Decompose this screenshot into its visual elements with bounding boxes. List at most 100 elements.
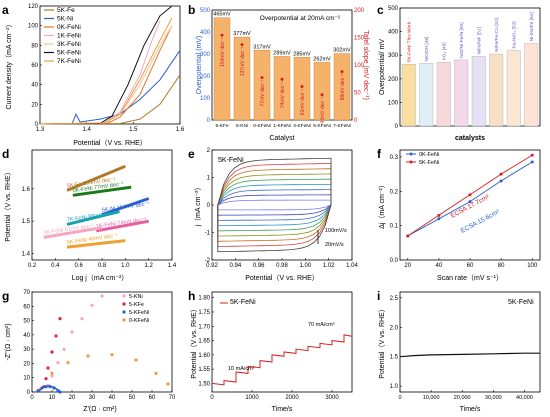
cv-loop — [217, 194, 332, 216]
bar-category-label: Fe₂NiO₄ [53] — [512, 21, 518, 48]
y-tick-label: 30 — [23, 347, 30, 353]
x-tick-label: 60 — [149, 395, 156, 401]
y-tick-label: 120 — [28, 4, 39, 10]
bar — [436, 62, 451, 127]
y-tick-label: 200 — [388, 77, 399, 83]
x-tick-label: 20 — [404, 263, 411, 269]
y-tick-label: 1.55 — [198, 367, 210, 373]
bar-category-label: NiFe/NF [51] — [477, 27, 483, 54]
bar-data-label: 262mV — [313, 56, 331, 62]
tafel-point — [240, 43, 244, 47]
data-point — [50, 374, 54, 378]
tafel-data-label: 154mV dec⁻¹ — [220, 37, 226, 67]
annotation: 10 mA/cm² — [228, 366, 255, 372]
y-tick-label: 1.65 — [198, 339, 210, 345]
bar-data-label: 317mV — [253, 44, 271, 50]
y-tick-label: 40 — [23, 333, 30, 339]
plot-area-h: 0 1000 2000 3000 1.50 1.55 1.60 1.65 1.70 1.75 1.8… — [198, 296, 353, 401]
x-tick-label: 3-KFeNi — [293, 123, 311, 129]
panel-letter: f — [377, 147, 382, 161]
tafel-point — [280, 77, 284, 81]
y-tick-label: 20 — [23, 361, 30, 367]
y-axis-label: j（mA cm⁻²） — [194, 184, 202, 228]
data-point — [110, 353, 114, 357]
tafel-data-label: 137mV dec⁻¹ — [240, 46, 246, 76]
bar — [213, 17, 231, 121]
plot-frame — [31, 291, 173, 393]
x-tick-label: 40 — [109, 395, 116, 401]
plot-frame — [399, 291, 541, 393]
bar — [419, 63, 434, 127]
y-tick-label: 80 — [31, 43, 38, 49]
x-tick-label: 60 — [467, 263, 474, 269]
tafel-data-label: 74mV dec⁻¹ — [280, 81, 286, 108]
x-axis-label: Time/s — [460, 406, 481, 413]
x-tick-label: 40 — [436, 263, 443, 269]
panel-f: f 20 40 60 80 1000.00.10.20.3 0K-FeNi5K-FeNiE… — [377, 147, 541, 282]
legend-label: 0K-FeNi — [419, 152, 439, 158]
fit-line — [43, 226, 103, 239]
tafel-point — [340, 70, 344, 74]
y-tick-label: 300 — [388, 53, 399, 59]
tafel-point — [300, 84, 304, 88]
x-tick-label: 1.4 — [168, 263, 177, 269]
chart-title: Overpotential at 20mA cm⁻² — [260, 15, 341, 22]
y-axis-label: Potential（V vs. RHE） — [378, 305, 386, 379]
bar — [489, 53, 504, 127]
legend-label: 5-KNi — [129, 294, 143, 300]
y-tick-label: 0 — [395, 124, 399, 130]
bar — [233, 36, 251, 121]
legend-label: 5K-FeNi — [57, 50, 81, 57]
data-point — [90, 303, 94, 307]
y-tick-label: 0.3 — [390, 155, 399, 161]
tafel-point — [320, 93, 324, 97]
y-axis-label-left: Overpotential (mV) — [196, 36, 203, 95]
legend-marker — [122, 302, 126, 306]
legend-label: 7K-FeNi — [57, 58, 81, 65]
bar — [506, 50, 521, 127]
bar-category-label: 5K-FeNi This Work — [407, 21, 413, 62]
x-tick-label: 5-KNi — [236, 123, 248, 129]
y-axis-label: -Z''(Ω · cm²) — [5, 323, 12, 360]
cv-loop — [217, 199, 332, 211]
y-tick-label-right: 100 — [354, 63, 365, 69]
data-point — [154, 371, 158, 375]
plot-frame — [399, 7, 541, 127]
x-tick-label: 1.0 — [121, 263, 130, 269]
bar — [333, 53, 351, 121]
legend-label: 5K-Fe — [57, 7, 75, 14]
data-point — [56, 361, 60, 365]
x-tick-label: 0.4 — [51, 263, 60, 269]
data-point — [134, 358, 138, 362]
legend-label: 0K-FeNi — [57, 24, 81, 31]
bar — [313, 62, 331, 121]
x-axis-label: Log j（mA cm⁻²） — [72, 274, 129, 282]
plot-area-f: 20 40 60 80 1000.00.10.20.3 0K-FeNi5K-FeNiECS… — [390, 152, 538, 269]
x-tick-label: 20,000 — [454, 395, 471, 401]
plot-frame — [211, 291, 353, 393]
fit-line — [72, 185, 132, 197]
y-tick-label: 20 — [31, 102, 38, 108]
bar — [293, 57, 311, 121]
x-tick-label: 2000 — [285, 395, 299, 401]
data-point — [66, 361, 70, 365]
bar — [401, 63, 416, 127]
x-tick-label: 20 — [69, 395, 76, 401]
series-line — [399, 352, 540, 358]
y-tick-label-left: 300 — [200, 52, 211, 58]
data-point — [50, 371, 54, 375]
panel-letter: d — [2, 147, 9, 161]
x-tick-label: 0 — [30, 395, 34, 401]
data-point — [54, 334, 58, 338]
legend-marker — [409, 152, 413, 156]
panel-letter: a — [2, 3, 9, 17]
x-tick-label: 0.8 — [98, 263, 107, 269]
bar-data-label: 377mV — [233, 31, 251, 37]
x-tick-label: 80 — [498, 263, 505, 269]
x-tick-label: 30 — [89, 395, 96, 401]
y-tick-label: 0.0 — [390, 258, 399, 264]
data-point — [46, 366, 50, 370]
y-tick-label-left: 200 — [200, 74, 211, 80]
plot-area-e: 0.92 0.94 0.96 0.98 1.00 1.02 1.04 -2 -1 0 1 2 100mV… — [205, 148, 359, 269]
x-tick-label: 70 — [169, 395, 176, 401]
